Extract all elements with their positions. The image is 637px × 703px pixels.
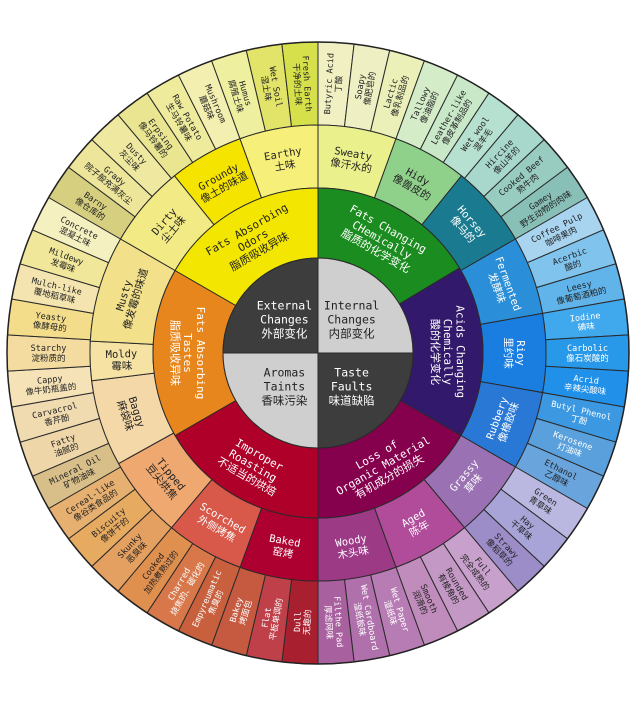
label-acids-changing-chemically-en: Acids Changing xyxy=(453,305,467,398)
quadrant-label-en: Taints xyxy=(264,380,306,394)
quadrant-label-en: Taste xyxy=(334,366,369,380)
label-fresh-earth-en: Fresh Earth xyxy=(300,55,313,112)
label-iodine-zh: 碘味 xyxy=(577,321,596,334)
label-acids-changing-chemically-zh: 酸的化学变化 xyxy=(428,319,443,385)
quadrant-label-en: External xyxy=(257,298,312,312)
label-fats-absorbing-tastes-en: Tastes xyxy=(181,333,194,373)
label-woody-en: Woody xyxy=(335,533,368,550)
label-moldy-en: Moldy xyxy=(105,348,137,361)
label-starchy-zh: 淀粉质的 xyxy=(31,353,65,364)
label-fats-absorbing-tastes-zh: 脂质吸收异味 xyxy=(169,320,183,386)
quadrant-external-changes xyxy=(222,257,319,354)
label-carbolic-zh: 像石炭酸的 xyxy=(566,353,609,364)
label-cappy-en: Cappy xyxy=(37,374,64,387)
label-butyric-acid-zh: 丁酸 xyxy=(333,75,345,93)
label-wet-soil-zh: 湿土味 xyxy=(258,75,273,103)
label-carbolic-en: Carbolic xyxy=(567,344,608,354)
label-acids-changing-chemically-en: Chemically xyxy=(441,319,455,386)
label-filthe-pad-en: Filthe Pad xyxy=(331,596,344,648)
quadrant-label-en: Faults xyxy=(331,380,373,394)
label-rioy-zh: 里约味 xyxy=(502,337,515,369)
label-rioy-en: Rioy xyxy=(514,340,526,365)
label-starchy-en: Starchy xyxy=(31,344,67,354)
label-moldy-zh: 霉味 xyxy=(111,360,133,373)
label-baked-zh: 窑烤 xyxy=(271,544,294,561)
label-soapy-en: Soapy xyxy=(354,73,368,100)
label-dull-zh: 无趣的 xyxy=(301,609,313,635)
label-yeasty-zh: 像酵母的 xyxy=(32,320,67,335)
quadrant-label-en: Aromas xyxy=(264,366,306,380)
label-acrid-zh: 辛辣尖酸味 xyxy=(563,382,607,398)
label-dull-en: Dull xyxy=(293,611,304,632)
label-fats-absorbing-tastes-en: Fats Absorbing xyxy=(194,307,207,400)
quadrant-label-en: Internal xyxy=(324,298,379,312)
label-fresh-earth-zh: 干净的土味 xyxy=(290,63,303,107)
label-filthe-pad-zh: 厚滤网味 xyxy=(322,605,335,640)
label-butyl-phenol-zh: 丁酚 xyxy=(569,414,588,428)
quadrant-aromas-taints xyxy=(222,352,319,449)
quadrant-internal-changes xyxy=(317,257,414,354)
label-iodine-en: Iodine xyxy=(569,311,601,324)
label-acerbic-zh: 酸的 xyxy=(563,258,583,274)
quadrant-label-zh: 香味污染 xyxy=(261,394,307,408)
quadrant-label-en: Changes xyxy=(327,312,375,326)
label-flat-en: Flat xyxy=(261,607,274,629)
label-butyric-acid-en: Butyric Acid xyxy=(323,53,337,115)
quadrant-label-zh: 内部变化 xyxy=(329,326,375,340)
label-baked-en: Baked xyxy=(268,533,301,550)
label-yeasty-en: Yeasty xyxy=(35,311,67,324)
wheel-outline xyxy=(6,41,630,665)
label-acrid-en: Acrid xyxy=(573,374,600,387)
label-earthy-zh: 土味 xyxy=(273,157,296,174)
label-woody-zh: 木头味 xyxy=(337,544,371,561)
quadrant-label-zh: 外部变化 xyxy=(261,326,307,340)
quadrant-label-zh: 味道缺陷 xyxy=(329,394,375,408)
quadrant-taste-faults xyxy=(317,352,414,449)
quadrant-label-en: Changes xyxy=(260,312,308,326)
